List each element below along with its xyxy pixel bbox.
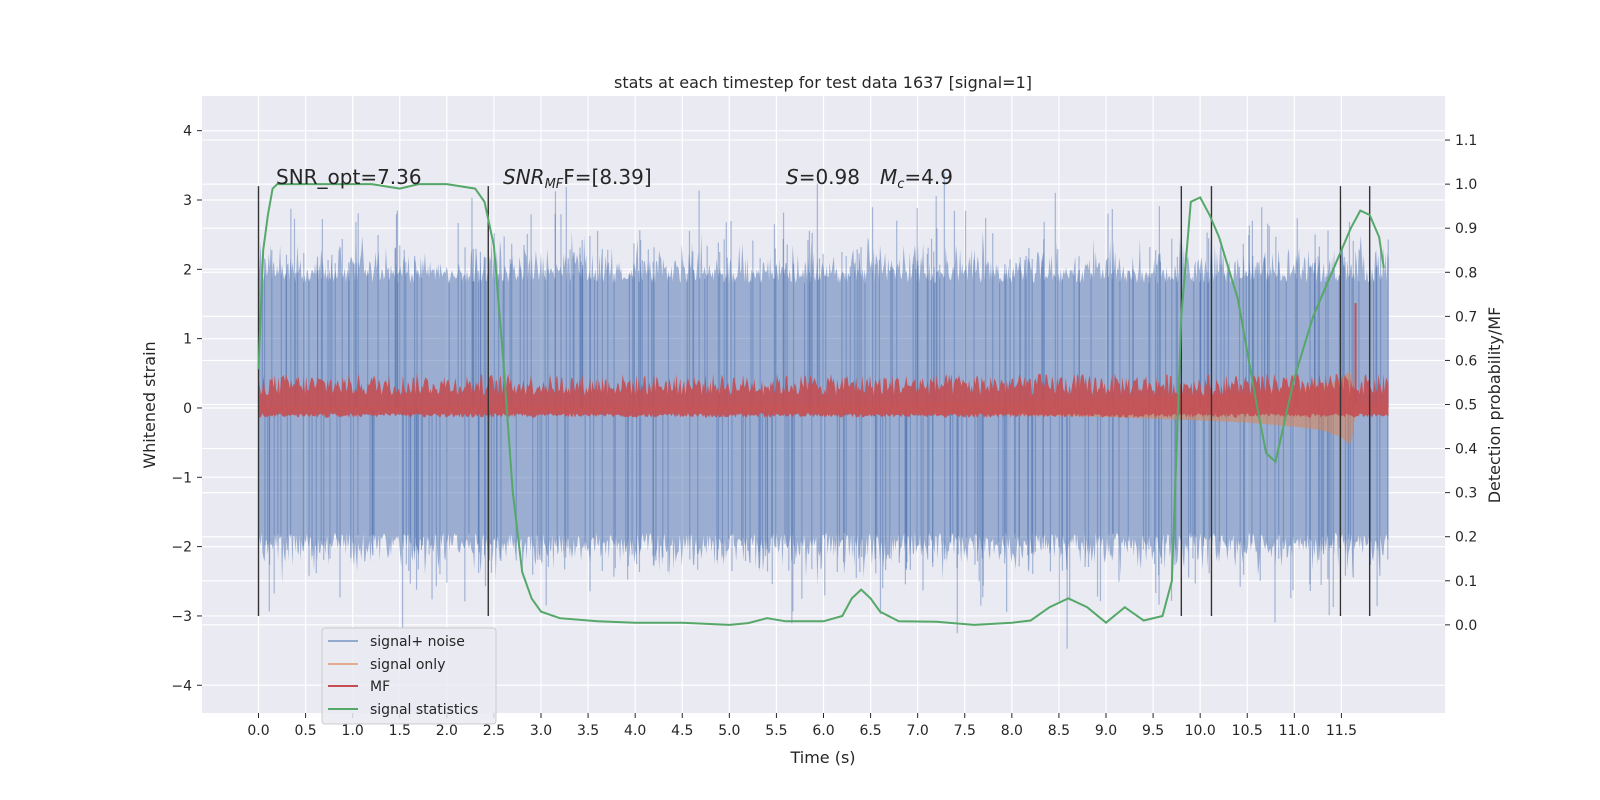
chart-title: stats at each timestep for test data 163… <box>614 73 1032 92</box>
x-tick-label: 1.0 <box>342 723 364 739</box>
legend-label-mf: MF <box>370 679 390 695</box>
y-left-tick-label: −3 <box>171 609 192 625</box>
y-axis-right-label: Detection probability/MF <box>1485 307 1504 504</box>
y-right-tick-label: 0.5 <box>1455 398 1477 414</box>
y-left-tick-label: 4 <box>183 124 192 140</box>
y-left-tick-label: 1 <box>183 332 192 348</box>
y-right-tick-label: 0.0 <box>1455 618 1477 634</box>
x-tick-label: 3.0 <box>530 723 552 739</box>
y-right-tick-label: 0.6 <box>1455 353 1477 369</box>
legend-label-signal-noise: signal+ noise <box>370 634 465 650</box>
annotation-s: S=0.98 <box>786 165 860 189</box>
y-right-tick-label: 1.1 <box>1455 133 1477 149</box>
x-tick-label: 2.0 <box>436 723 458 739</box>
legend-label-signal-only: signal only <box>370 657 445 673</box>
series-layer <box>257 172 1389 649</box>
y-right-tick-label: 0.7 <box>1455 309 1477 325</box>
x-tick-label: 11.5 <box>1326 723 1357 739</box>
x-axis-label: Time (s) <box>789 748 855 767</box>
x-tick-label: 8.0 <box>1001 723 1023 739</box>
x-tick-label: 7.5 <box>954 723 976 739</box>
y-right-tick-label: 0.9 <box>1455 221 1477 237</box>
x-tick-label: 4.0 <box>624 723 646 739</box>
y-right-tick-label: 0.8 <box>1455 265 1477 281</box>
x-tick-label: 6.0 <box>812 723 834 739</box>
x-tick-label: 1.5 <box>389 723 411 739</box>
legend-box <box>321 627 497 725</box>
x-tick-label: 9.0 <box>1095 723 1117 739</box>
x-tick-label: 11.0 <box>1279 723 1310 739</box>
y-left-tick-label: −2 <box>171 540 192 556</box>
x-tick-label: 9.5 <box>1142 723 1164 739</box>
y-left-tick-label: −4 <box>171 678 192 694</box>
y-left-tick-label: 0 <box>183 401 192 417</box>
y-right-tick-label: 1.0 <box>1455 177 1477 193</box>
y-right-tick-label: 0.2 <box>1455 530 1477 546</box>
annotation-snr-mf: SNRMFF=[8.39] <box>503 165 652 192</box>
series-signal-statistics <box>257 183 1385 626</box>
x-tick-label: 8.5 <box>1048 723 1070 739</box>
y-left-tick-label: 3 <box>183 193 192 209</box>
y-left-tick-label: 2 <box>183 262 192 278</box>
x-tick-label: 0.5 <box>294 723 316 739</box>
x-tick-label: 10.5 <box>1232 723 1263 739</box>
series-mf <box>258 373 1389 418</box>
x-tick-label: 4.5 <box>671 723 693 739</box>
y-axis-left-label: Whitened strain <box>140 341 159 468</box>
y-left-tick-label: −1 <box>171 470 192 486</box>
x-tick-label: 3.5 <box>577 723 599 739</box>
y-right-tick-label: 0.3 <box>1455 486 1477 502</box>
legend: signal+ noise signal only MF signal stat… <box>321 627 497 725</box>
x-tick-label: 5.0 <box>718 723 740 739</box>
segment-markers <box>257 186 1371 616</box>
y-right-tick-label: 0.1 <box>1455 574 1477 590</box>
x-tick-label: 6.5 <box>859 723 881 739</box>
legend-label-signal-statistics: signal statistics <box>370 702 478 718</box>
annotation-snr-opt: SNR_opt=7.36 <box>276 165 422 189</box>
x-tick-label: 2.5 <box>483 723 505 739</box>
y-right-tick-label: 0.4 <box>1455 442 1477 458</box>
x-tick-label: 7.0 <box>907 723 929 739</box>
x-tick-label: 5.5 <box>765 723 787 739</box>
annotation-mc: Mc=4.9 <box>880 165 953 192</box>
x-tick-label: 0.0 <box>247 723 269 739</box>
x-tick-label: 10.0 <box>1185 723 1216 739</box>
ticks: 0.0 0.5 1.0 1.5 2.0 2.5 3.0 3.5 4.0 4.5 5.0 5.5 6.0 6… <box>171 124 1477 739</box>
